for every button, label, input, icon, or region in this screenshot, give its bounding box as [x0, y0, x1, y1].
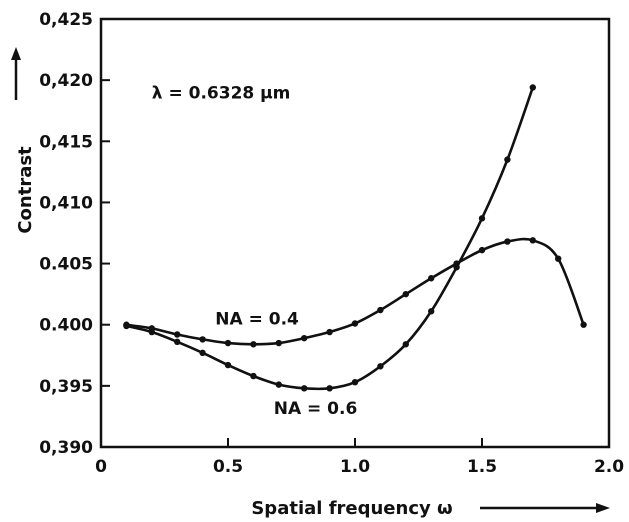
y-axis-arrowhead — [11, 47, 21, 60]
series-1-point — [351, 378, 359, 386]
x-axis: 0 0.5 1.0 1.5 2.0 — [95, 438, 624, 477]
na-0.6-label: NA = 0.6 — [274, 399, 358, 419]
y-tick-label: 0.400 — [39, 316, 93, 336]
series-1-point — [529, 84, 536, 91]
series-0-point — [504, 238, 511, 245]
series-0-point — [478, 246, 486, 254]
series-0-point — [275, 339, 282, 347]
y-tick-label: 0,415 — [39, 132, 93, 152]
series-1-point — [326, 385, 333, 392]
series-1-point — [301, 385, 308, 392]
x-tick-label: 1.0 — [340, 457, 370, 477]
y-tick-label: 0,410 — [39, 193, 93, 213]
series-0-line — [126, 237, 585, 346]
series-1-point — [453, 264, 460, 271]
series-0-point — [555, 255, 562, 262]
series-1-point — [224, 361, 232, 369]
series-1-point — [275, 381, 282, 388]
series-1-point — [402, 341, 409, 348]
series-1-point — [148, 328, 155, 336]
series-1-point — [174, 338, 181, 346]
series-0-point — [529, 237, 536, 244]
series-0-point — [199, 336, 206, 343]
na-0.4-label: NA = 0.4 — [215, 310, 299, 330]
series-0-point — [428, 275, 435, 282]
series-1-point — [504, 156, 511, 163]
series-1-line — [126, 87, 535, 391]
series-0-point — [301, 334, 308, 342]
x-tick-label: 0.5 — [213, 457, 243, 477]
series-1-point — [250, 372, 257, 380]
series-1-point — [123, 322, 130, 330]
x-axis-title: Spatial frequency ω — [251, 498, 452, 519]
series-1-point — [199, 349, 206, 357]
x-tick-label: 1.5 — [467, 457, 497, 477]
y-axis-title: Contrast — [15, 146, 36, 234]
series-0-point — [224, 339, 232, 347]
wavelength-annotation: λ = 0.6328 μm — [152, 83, 291, 103]
series-0-point — [580, 321, 587, 328]
series-0-point — [174, 331, 181, 338]
series-1-point — [377, 363, 384, 370]
series-1-point — [428, 308, 435, 315]
series-1-point — [478, 215, 486, 222]
series-0-point — [377, 306, 384, 314]
series-0-point — [326, 328, 333, 336]
y-axis: 0,390 0,395 0.400 0.405 0,410 0,415 0,420 0,425 — [39, 10, 110, 458]
y-tick-label: 0,425 — [39, 10, 93, 30]
series-0-point — [351, 320, 359, 327]
series-layer — [123, 84, 587, 392]
x-tick-label: 0 — [95, 457, 107, 477]
y-tick-label: 0,395 — [39, 377, 93, 397]
y-tick-label: 0.405 — [39, 255, 93, 275]
y-tick-label: 0,390 — [39, 438, 93, 458]
x-axis-arrowhead — [596, 503, 610, 513]
series-0-point — [250, 341, 257, 348]
x-tick-label: 2.0 — [594, 457, 624, 477]
series-0-point — [402, 290, 409, 298]
y-tick-label: 0,420 — [39, 71, 93, 91]
